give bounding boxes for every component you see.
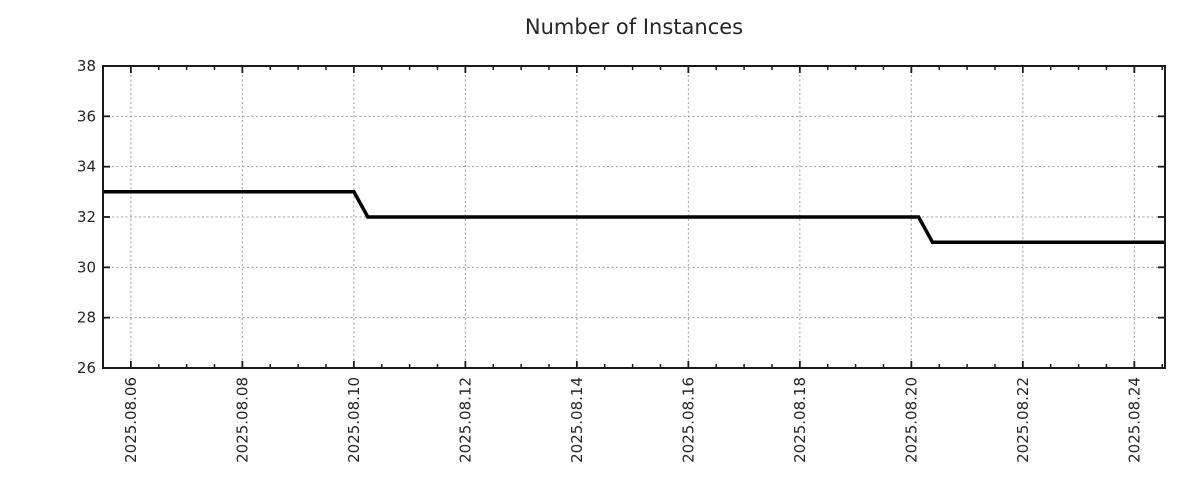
x-tick-label: 2025.08.06	[122, 377, 140, 463]
y-tick-label: 26	[77, 359, 96, 377]
y-tick-label: 28	[77, 309, 96, 327]
series-line-instances	[103, 190, 1165, 244]
y-tick-label: 36	[77, 107, 96, 125]
x-tick-label: 2025.08.14	[568, 377, 586, 463]
x-tick-label: 2025.08.24	[1125, 377, 1143, 463]
y-tick-label: 34	[77, 158, 96, 176]
y-tick-label: 38	[77, 57, 96, 75]
x-tick-label: 2025.08.18	[791, 377, 809, 463]
x-tick-label: 2025.08.22	[1014, 377, 1032, 463]
x-tick-label: 2025.08.12	[456, 377, 474, 463]
x-tick-label: 2025.08.10	[345, 377, 363, 463]
y-tick-label: 32	[77, 208, 96, 226]
chart-title: Number of Instances	[524, 15, 744, 39]
y-tick-label: 30	[77, 258, 96, 276]
x-tick-label: 2025.08.20	[902, 377, 920, 463]
x-tick-label: 2025.08.08	[233, 377, 251, 463]
x-tick-label: 2025.08.16	[679, 377, 697, 463]
